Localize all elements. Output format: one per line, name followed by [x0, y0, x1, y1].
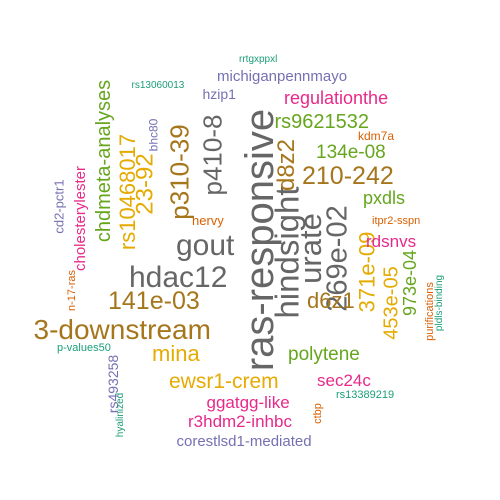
word-nervy: nervy: [192, 212, 224, 228]
word-cholesterylester: cholesterylester: [71, 165, 89, 271]
word-itpr2-sspn: itpr2-sspn: [372, 214, 421, 227]
word-d8z2: d8z2: [273, 138, 301, 192]
word-hyalinized: hyalinized: [115, 392, 127, 438]
word-ggatgg-like: ggatgg-like: [206, 392, 290, 412]
word-pldls-binding: pldls-binding: [434, 274, 446, 332]
word-453e-05: 453e-05: [380, 266, 403, 340]
word-michiganpennmayo: michiganpennmayo: [217, 67, 348, 85]
word-n-17-ras: n-17-ras: [65, 269, 78, 311]
word-hdac12: hdac12: [129, 261, 228, 294]
word-mina: mina: [152, 341, 200, 366]
word-corestlsd1-mediated: corestlsd1-mediated: [176, 432, 312, 450]
word-134e-08: 134e-08: [316, 141, 386, 163]
word-regulationthe: regulationthe: [284, 88, 389, 108]
word-ewsr1-crem: ewsr1-crem: [169, 369, 279, 393]
word-3-downstream: 3-downstream: [33, 314, 211, 345]
word-rs13060013: rs13060013: [131, 80, 185, 91]
word-rs13389219: rs13389219: [336, 388, 395, 401]
word-pxdls: pxdls: [363, 188, 406, 208]
word-973e-04: 973e-04: [400, 249, 421, 317]
word-rdsnvs: rdsnvs: [366, 231, 417, 251]
word-kdm7a: kdm7a: [358, 129, 395, 143]
word-cd2-pctr1: cd2-pctr1: [51, 178, 67, 234]
word-210-242: 210-242: [302, 161, 394, 190]
word-r3hdm2-inhbc: r3hdm2-inhbc: [188, 411, 292, 431]
word-d6z1: d6z1: [307, 288, 355, 313]
word-rrtgxppxl: rrtgxppxl: [239, 54, 278, 65]
word-ctbp: ctbp: [311, 402, 324, 424]
word-gout: gout: [176, 229, 235, 262]
word-rs9621532: rs9621532: [274, 111, 370, 133]
word-sec24c: sec24c: [317, 370, 371, 390]
word-bhc80: bhc80: [145, 118, 160, 152]
word-p410-8: p410-8: [196, 114, 227, 196]
word-chdmeta-analyses: chdmeta-analyses: [93, 79, 116, 243]
word-hzip1: hzip1: [202, 86, 236, 102]
word-urate: urate: [292, 212, 328, 284]
word-polytene: polytene: [288, 343, 360, 365]
word-p-values50: p-values50: [57, 341, 111, 354]
word-141e-03: 141e-03: [108, 286, 200, 315]
word-rs10468017: rs10468017: [115, 133, 141, 251]
word-p310-39: p310-39: [164, 124, 195, 220]
